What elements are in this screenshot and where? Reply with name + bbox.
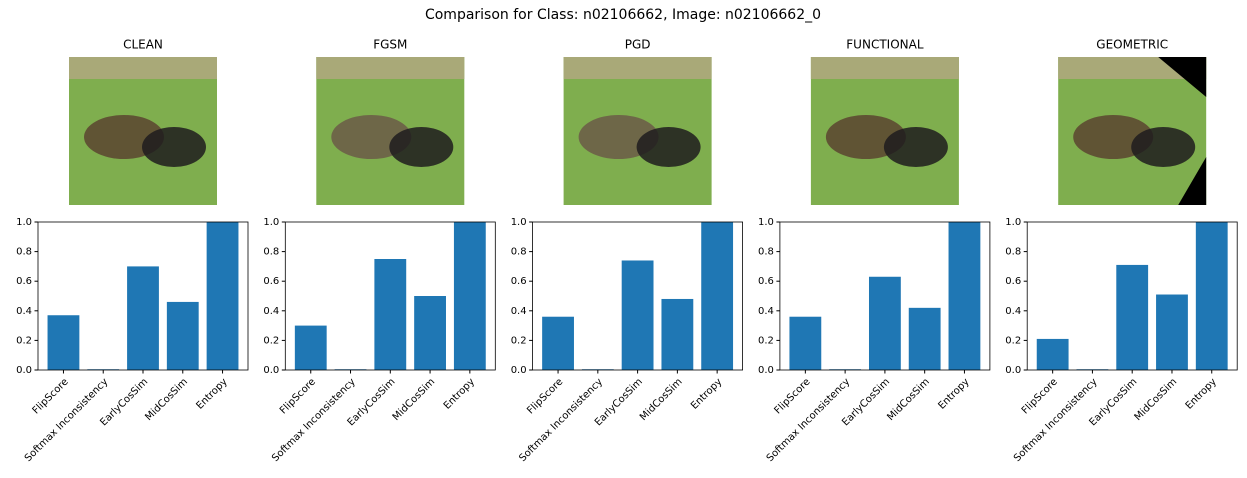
figure-title: Comparison for Class: n02106662, Image: … [425, 7, 821, 23]
y-tick-label: 0.6 [511, 276, 527, 287]
bar [869, 277, 901, 370]
x-tick-label: FlipScore [525, 376, 565, 416]
bar [1156, 295, 1188, 370]
panel-title: CLEAN [123, 38, 163, 52]
image-subject [389, 127, 453, 167]
bar [1037, 339, 1069, 370]
x-tick-label: FlipScore [31, 376, 71, 416]
image-background [564, 57, 712, 79]
bar [414, 296, 446, 370]
bar [48, 315, 80, 370]
x-tick-label: Entropy [936, 376, 971, 411]
x-tick-label: MidCosSim [885, 376, 932, 423]
bar [374, 259, 406, 370]
panel-title: FUNCTIONAL [846, 38, 924, 52]
bar [1196, 222, 1228, 370]
y-tick-label: 0.8 [16, 247, 32, 258]
y-tick-label: 0.6 [758, 276, 774, 287]
x-tick-label: MidCosSim [1133, 376, 1180, 423]
y-tick-label: 0.6 [1005, 276, 1021, 287]
y-tick-label: 0.0 [758, 365, 774, 376]
y-tick-label: 0.4 [511, 306, 527, 317]
y-tick-label: 0.4 [1005, 306, 1021, 317]
image-background [316, 57, 464, 79]
bar [454, 222, 486, 370]
bar [789, 317, 821, 370]
panel-title: FGSM [373, 38, 407, 52]
y-tick-label: 0.2 [758, 335, 774, 346]
image-subject [1131, 127, 1195, 167]
y-tick-label: 1.0 [758, 217, 774, 228]
bar [1116, 265, 1148, 370]
x-tick-label: Entropy [442, 376, 477, 411]
y-tick-label: 1.0 [1005, 217, 1021, 228]
y-tick-label: 0.4 [758, 306, 774, 317]
image-subject [884, 127, 948, 167]
bar [167, 302, 199, 370]
bar [661, 299, 693, 370]
y-tick-label: 1.0 [263, 217, 279, 228]
page: Comparison for Class: n02106662, Image: … [0, 0, 1247, 478]
y-tick-label: 0.2 [263, 335, 279, 346]
image-subject [142, 127, 206, 167]
y-tick-label: 0.4 [263, 306, 279, 317]
x-tick-label: Entropy [689, 376, 724, 411]
y-tick-label: 0.8 [758, 247, 774, 258]
y-tick-label: 0.4 [16, 306, 32, 317]
bar [542, 317, 574, 370]
y-tick-label: 0.0 [1005, 365, 1021, 376]
panel-title: PGD [625, 38, 651, 52]
figure: Comparison for Class: n02106662, Image: … [0, 0, 1247, 478]
x-tick-label: MidCosSim [391, 376, 438, 423]
y-tick-label: 0.0 [511, 365, 527, 376]
y-tick-label: 0.6 [16, 276, 32, 287]
y-tick-label: 0.8 [511, 247, 527, 258]
y-tick-label: 1.0 [16, 217, 32, 228]
bar [701, 222, 733, 370]
image-background [811, 57, 959, 79]
y-tick-label: 0.2 [511, 335, 527, 346]
y-tick-label: 0.8 [263, 247, 279, 258]
bar [909, 308, 941, 370]
bar [622, 260, 654, 370]
image-background [69, 57, 217, 79]
bar [127, 266, 159, 370]
x-tick-label: FlipScore [1020, 376, 1060, 416]
x-tick-label: FlipScore [278, 376, 318, 416]
y-tick-label: 1.0 [511, 217, 527, 228]
x-tick-label: FlipScore [773, 376, 813, 416]
y-tick-label: 0.8 [1005, 247, 1021, 258]
y-tick-label: 0.6 [263, 276, 279, 287]
y-tick-label: 0.2 [1005, 335, 1021, 346]
image-subject [637, 127, 701, 167]
y-tick-label: 0.0 [16, 365, 32, 376]
y-tick-label: 0.2 [16, 335, 32, 346]
panel-title: GEOMETRIC [1096, 38, 1168, 52]
x-tick-label: MidCosSim [638, 376, 685, 423]
x-tick-label: Entropy [1184, 376, 1219, 411]
y-tick-label: 0.0 [263, 365, 279, 376]
bar [949, 222, 981, 370]
bar [295, 326, 327, 370]
x-tick-label: MidCosSim [143, 376, 190, 423]
bar [207, 222, 239, 370]
x-tick-label: Entropy [195, 376, 230, 411]
